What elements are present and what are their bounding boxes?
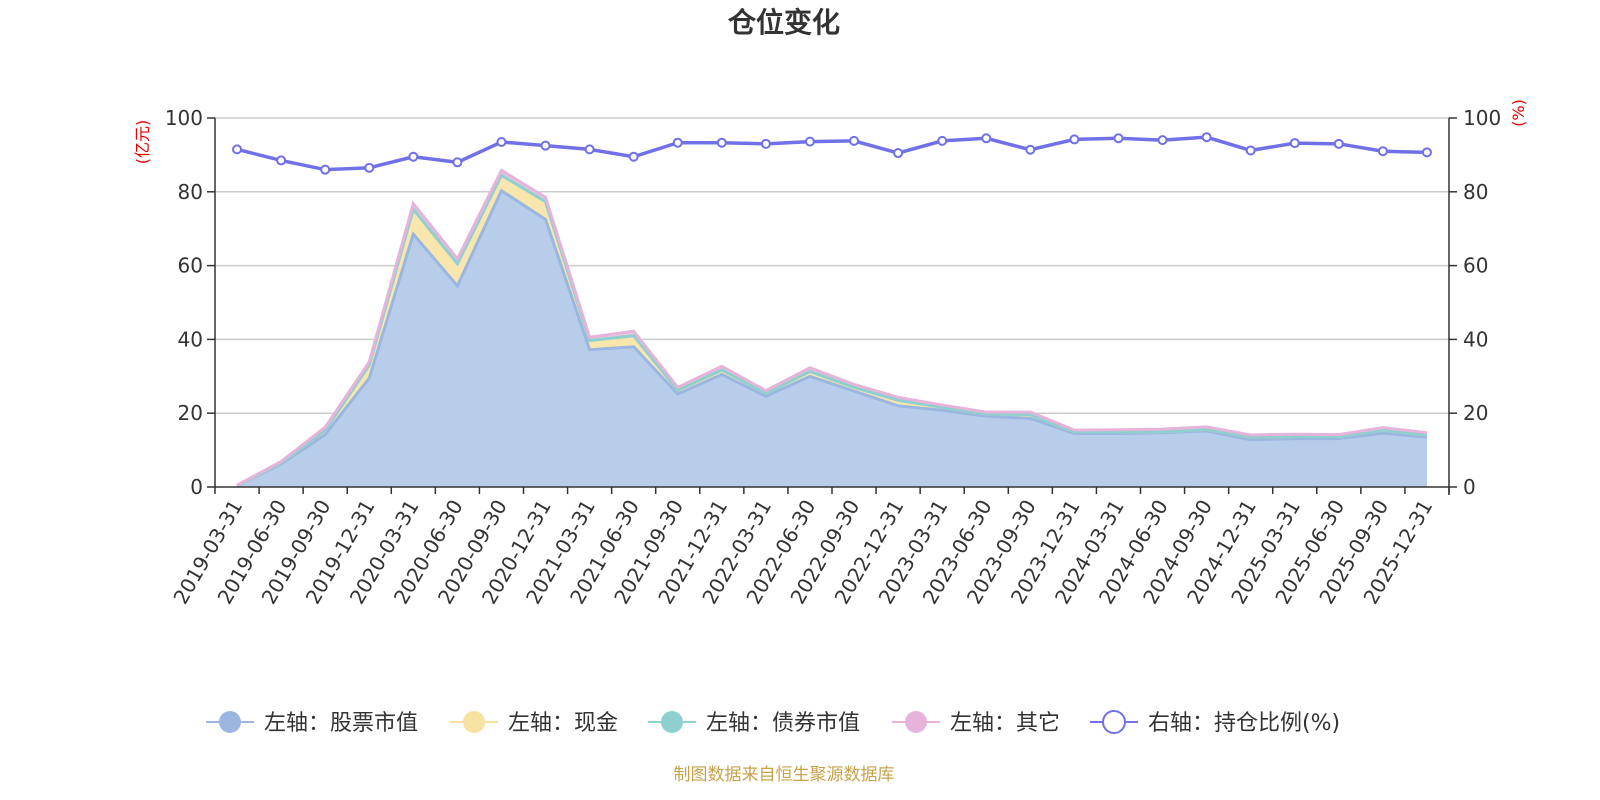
line-point xyxy=(452,157,463,168)
line-point xyxy=(1245,145,1256,156)
line-point xyxy=(232,144,243,155)
right-axis-unit: (%) xyxy=(1509,99,1528,127)
right-axis-tick-label: 60 xyxy=(1463,254,1488,278)
left-axis-tick-label: 80 xyxy=(178,180,203,204)
line-point xyxy=(1421,147,1432,158)
line-point xyxy=(628,151,639,162)
legend-swatch-marker xyxy=(1102,710,1126,734)
line-point xyxy=(937,135,948,146)
legend-label: 左轴：现金 xyxy=(508,711,618,736)
ratio-line xyxy=(232,132,1432,175)
line-point xyxy=(1157,135,1168,146)
legend-label: 右轴：持仓比例(%) xyxy=(1148,711,1340,736)
line-point xyxy=(1025,144,1036,155)
footer-source: 制图数据来自恒生聚源数据库 xyxy=(674,765,895,784)
legend-label: 左轴：其它 xyxy=(950,711,1060,736)
legend-swatch-marker xyxy=(463,711,485,733)
area-edge-左轴：债券市值 xyxy=(236,173,1428,488)
left-axis-tick-label: 60 xyxy=(178,254,203,278)
left-axis-tick-label: 0 xyxy=(190,475,203,499)
chart-title: 仓位变化 xyxy=(728,6,840,39)
line-point xyxy=(849,135,860,146)
legend-swatch-marker xyxy=(661,711,683,733)
right-axis-tick-label: 20 xyxy=(1463,401,1488,425)
axes: 0204060801000204060801002019-03-312019-0… xyxy=(165,106,1501,608)
line-右轴：持仓比例(%) xyxy=(236,135,1428,172)
line-point xyxy=(1113,133,1124,144)
line-point xyxy=(584,144,595,155)
right-axis-tick-label: 80 xyxy=(1463,180,1488,204)
line-point xyxy=(320,164,331,175)
line-point xyxy=(981,133,992,144)
line-point xyxy=(276,155,287,166)
chart-canvas: 仓位变化 (亿元) (%) 02040608010002040608010020… xyxy=(133,6,1528,784)
left-axis-unit: (亿元) xyxy=(133,120,152,165)
line-point xyxy=(804,136,815,147)
line-point xyxy=(1069,134,1080,145)
line-point xyxy=(893,148,904,159)
legend-label: 左轴：股票市值 xyxy=(264,711,418,736)
right-axis-tick-label: 0 xyxy=(1463,475,1476,499)
area-edge-左轴：其它 xyxy=(236,168,1428,487)
line-point xyxy=(1377,146,1388,157)
line-point xyxy=(672,137,683,148)
line-point xyxy=(760,138,771,149)
line-point xyxy=(716,137,727,148)
stacked-areas xyxy=(236,168,1428,488)
legend-swatch-marker xyxy=(905,711,927,733)
line-point xyxy=(1333,138,1344,149)
right-axis-tick-label: 100 xyxy=(1463,106,1501,130)
right-axis-tick-label: 40 xyxy=(1463,327,1488,351)
legend: 左轴：股票市值 左轴：现金 左轴：债券市值 左轴：其它 右轴：持仓比例(%) xyxy=(206,710,1340,736)
area-edge-左轴：股票市值 xyxy=(236,188,1428,488)
legend-label: 左轴：债券市值 xyxy=(706,711,860,736)
line-point xyxy=(1289,138,1300,149)
legend-swatch-marker xyxy=(219,711,241,733)
left-axis-tick-label: 20 xyxy=(178,401,203,425)
line-point xyxy=(364,162,375,173)
line-point xyxy=(540,140,551,151)
left-axis-tick-label: 100 xyxy=(165,106,203,130)
line-point xyxy=(1201,132,1212,143)
area-左轴：股票市值 xyxy=(237,190,1427,487)
line-point xyxy=(408,151,419,162)
left-axis-tick-label: 40 xyxy=(178,327,203,351)
line-point xyxy=(496,136,507,147)
